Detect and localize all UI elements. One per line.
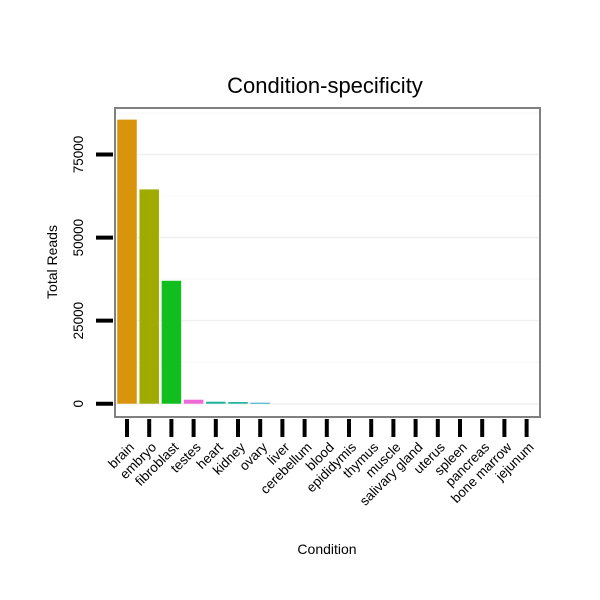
bar-ovary [250,402,270,404]
grid-lines [115,112,540,405]
bar-brain [117,119,137,404]
plot-frame [114,107,541,418]
bar-kidney [228,402,248,404]
bar-embryo [139,189,159,404]
bar-testes [183,399,204,404]
y-axis: 0 25000 50000 75000 [71,136,113,408]
y-axis-title: Total Reads [44,225,60,299]
y-tick-label: 75000 [71,136,86,174]
y-tick-label: 25000 [71,302,86,340]
x-axis-title: Condition [297,541,356,557]
bar-fibroblast [161,280,182,404]
y-tick-label: 50000 [71,219,86,257]
bars [117,119,270,404]
bar-heart [206,401,226,404]
chart-title: Condition-specificity [227,73,423,98]
y-tick-label: 0 [71,400,86,408]
x-axis: brainembryofibroblasttestesheartkidneyov… [105,419,537,508]
